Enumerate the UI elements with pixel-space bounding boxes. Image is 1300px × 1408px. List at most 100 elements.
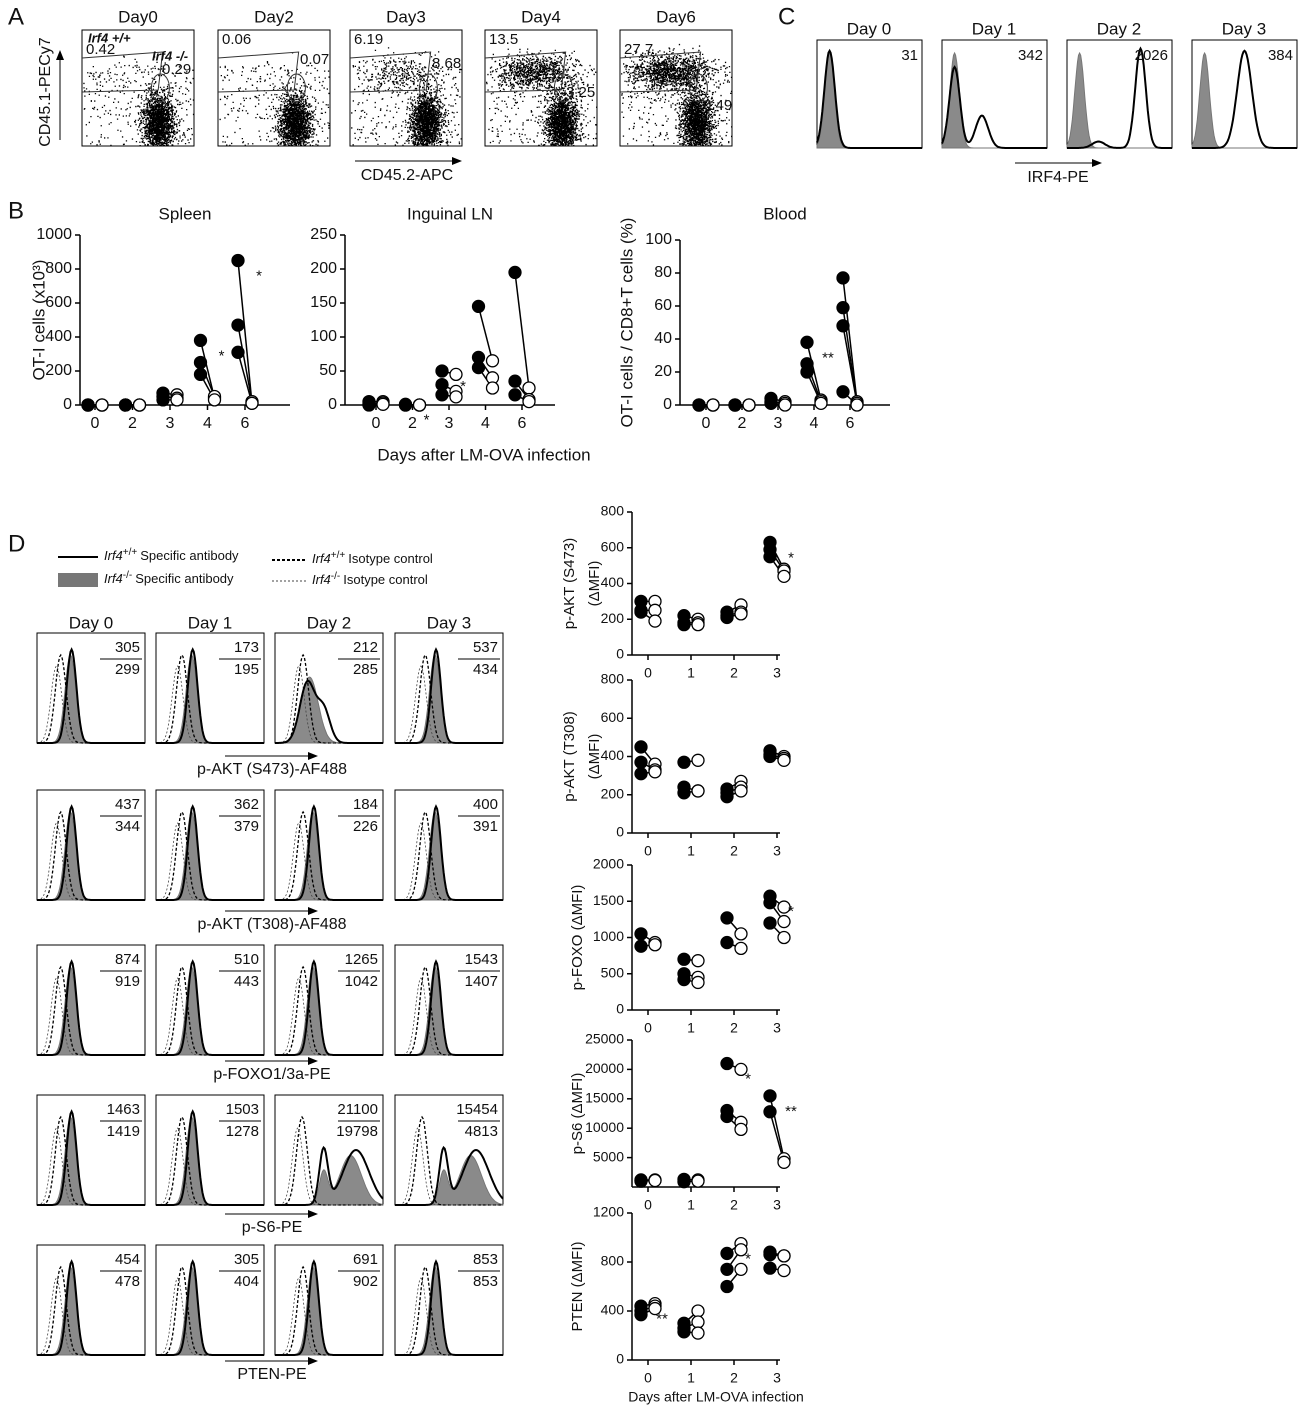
pair-line [237,352,253,404]
dot [677,1325,691,1339]
x-tick-label: 2 [730,665,738,681]
significance: ** [785,1103,797,1120]
dot [777,1155,791,1169]
dot [677,755,691,769]
dot [692,398,706,412]
x-tick-label: 0 [644,1197,652,1213]
mfi-value: 285 [353,661,378,678]
y-axis-label: p-FOXO (ΔMFI) [569,885,586,991]
histogram-isotype [395,1127,503,1206]
gate-value: 8.68 [432,55,461,72]
population-label: Irf4 -/- [152,48,188,63]
significance: ** [656,1311,668,1328]
histogram-isotype [275,1127,383,1206]
histogram-isotype [275,977,383,1056]
dot [648,614,662,628]
dot [231,318,245,332]
dot [777,914,791,929]
x-tick-label: 2 [730,1197,738,1213]
legend-text: Specific antibody [140,548,239,563]
x-tick-label: 2 [730,1020,738,1036]
y-tick-label: 400 [601,747,625,763]
dot [485,354,500,368]
dot [245,396,259,410]
histogram-wt [156,804,264,901]
y-tick-label: 100 [645,231,672,248]
mfi-value: 184 [353,796,378,813]
mfi-value: 1543 [465,951,498,968]
pair-line [237,324,253,402]
histogram-isotype [155,665,264,744]
histogram-isotype [275,665,383,744]
arrow-head [308,752,318,760]
y-axis-label: PTEN (ΔMFI) [569,1241,586,1331]
dot [777,569,791,583]
mfi-value: 1265 [345,951,378,968]
pair-line [477,306,494,361]
y-tick-label: 20 [654,363,672,380]
dot [449,390,463,404]
legend-text: -/- [331,571,340,582]
legend-text: Irf4 [104,571,123,586]
cell-dots [219,52,331,147]
dot [720,790,734,804]
mfi-value: 226 [353,818,378,835]
x-tick-label: 3 [773,1020,781,1036]
y-tick-label: 400 [45,328,72,345]
dot [471,360,486,375]
dot [691,617,705,632]
histogram-wt [941,65,1047,149]
x-tick-label: 3 [773,843,781,859]
legend-text: Isotype control [343,572,428,587]
dot [836,319,850,333]
gate [688,73,708,103]
y-tick-label: 5000 [593,1148,624,1164]
arrow-head [308,1357,318,1365]
arrow-head [452,157,462,165]
x-tick-label: 3 [445,415,454,432]
x-tick-label: 1 [687,1197,695,1213]
y-tick-label: 600 [45,294,72,311]
histogram-wt [275,959,383,1056]
dot [522,394,536,409]
dot [677,786,691,800]
mfi-value: 434 [473,661,498,678]
y-axis-label: p-S6 (ΔMFI) [569,1073,586,1155]
legend-entry: Irf4+/+ Isotype control [312,550,433,567]
plot-title: Day 0 [847,19,891,38]
mfi-value: 1042 [345,973,378,990]
mfi-value: 195 [234,661,259,678]
gate [553,73,573,103]
y-tick-label: 400 [601,1302,625,1318]
dot [720,610,734,625]
dot [777,1263,791,1278]
column-title: Day 2 [307,613,351,632]
mfi-value: 21100 [337,1101,378,1118]
histogram-wt [156,1259,264,1356]
histogram-wt [37,1109,145,1206]
mfi-value: 15454 [456,1101,498,1118]
gate [418,73,438,103]
y-axis-label: (ΔMFI) [586,561,603,607]
chart-title: Inguinal LN [407,204,493,223]
mfi-value: 1463 [107,1101,140,1118]
y-tick-label: 0 [616,646,624,662]
dot [763,916,777,930]
gate-value: 3.25 [566,84,595,101]
histogram-wt [1067,46,1172,149]
x-tick-label: 0 [644,843,652,859]
legend-text: Irf4 [312,572,331,587]
histogram-wt [37,647,145,744]
y-tick-label: 200 [310,260,337,277]
x-tick-label: 3 [166,415,175,432]
dot [763,1105,777,1119]
pair-line [769,1095,785,1159]
mfi-value: 919 [115,973,140,990]
legend-entry: Irf4+/+ Specific antibody [104,547,239,564]
dot [412,398,427,412]
dot [763,1248,777,1262]
chart-title: Spleen [159,204,212,223]
dot [734,1243,748,1257]
gate [619,51,702,93]
plot-frame [484,29,598,147]
